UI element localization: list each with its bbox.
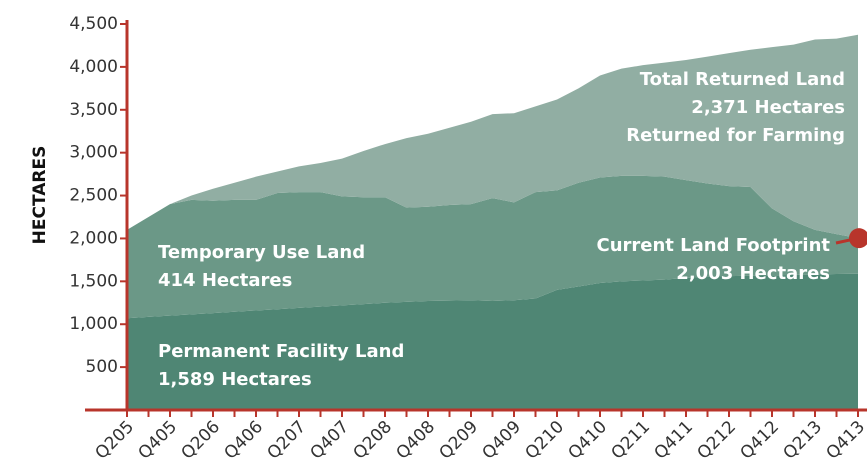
- x-tick-label: Q208: [350, 417, 397, 464]
- x-tick-label: Q213: [780, 417, 827, 464]
- y-axis-label: HECTARES: [30, 146, 50, 245]
- annotation: 1,589 Hectares: [158, 369, 312, 390]
- y-tick-label: 1,000: [69, 314, 118, 334]
- annotation: Permanent Facility Land: [158, 341, 404, 362]
- x-tick-label: Q411: [651, 417, 698, 464]
- annotation: Total Returned Land: [640, 69, 845, 90]
- annotation: 414 Hectares: [158, 270, 292, 291]
- x-tick-label: Q409: [479, 417, 526, 464]
- x-tick-label: Q405: [135, 417, 182, 464]
- x-tick-label: Q412: [737, 417, 784, 464]
- y-tick-label: 2,500: [69, 186, 118, 206]
- x-tick-label: Q413: [823, 417, 867, 464]
- x-tick-label: Q209: [436, 417, 483, 464]
- x-tick-label: Q210: [522, 417, 569, 464]
- x-tick-label: Q205: [92, 417, 139, 464]
- x-tick-label: Q206: [178, 417, 225, 464]
- footprint-marker: [849, 228, 867, 249]
- y-tick-label: 500: [86, 357, 118, 377]
- x-tick-label: Q406: [221, 417, 268, 464]
- x-tick-label: Q212: [694, 417, 741, 464]
- area: [127, 175, 858, 319]
- y-tick-label: 1,500: [69, 271, 118, 291]
- area: [127, 34, 858, 239]
- x-tick-label: Q408: [393, 417, 440, 464]
- y-tick-label: 3,000: [69, 143, 118, 163]
- annotation: 2,371 Hectares: [691, 97, 845, 118]
- x-tick-label: Q207: [264, 417, 311, 464]
- x-tick-label: Q407: [307, 417, 354, 464]
- annotation: Current Land Footprint: [596, 235, 830, 256]
- x-tick-label: Q211: [608, 417, 655, 464]
- x-tick-label: Q410: [565, 417, 612, 464]
- y-tick-label: 3,500: [69, 100, 118, 120]
- annotation: Returned for Farming: [626, 125, 845, 146]
- annotation: 2,003 Hectares: [676, 263, 830, 284]
- y-tick-label: 4,500: [69, 14, 118, 34]
- area: [127, 273, 858, 410]
- annotation: Temporary Use Land: [158, 242, 365, 263]
- y-tick-label: 2,000: [69, 228, 118, 248]
- y-tick-label: 4,000: [69, 57, 118, 77]
